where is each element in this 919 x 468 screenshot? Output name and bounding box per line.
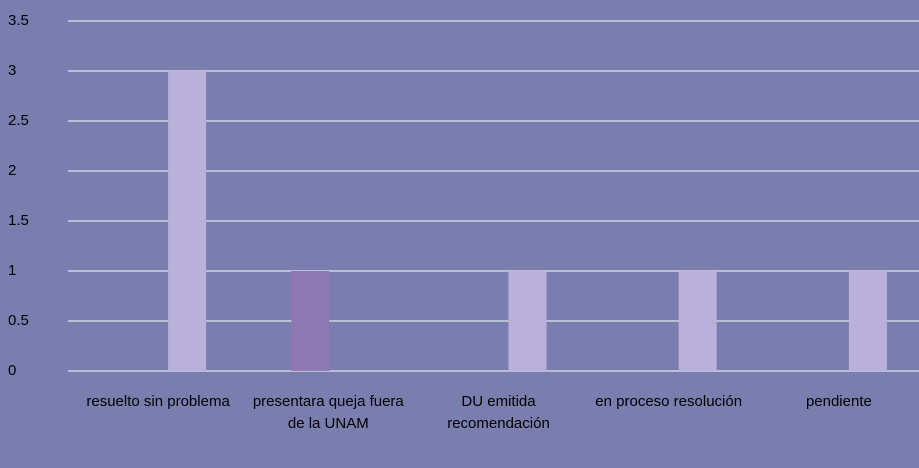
bar (848, 271, 887, 371)
x-tick-label: pendiente (805, 393, 872, 410)
x-tick-label: presentara queja fuera de la UNAM (252, 393, 404, 432)
y-tick-label: 3.5 (8, 12, 29, 29)
y-tick-label: 0 (8, 362, 16, 379)
y-tick-label: 1 (8, 262, 16, 279)
bar (168, 71, 207, 371)
y-tick-label: 2.5 (8, 112, 29, 129)
y-tick-label: 0.5 (8, 312, 29, 329)
bar (291, 271, 330, 371)
y-tick-label: 3 (8, 62, 16, 79)
x-tick-label: en proceso resolución (595, 393, 743, 410)
x-tick-label: resuelto sin problema (86, 393, 230, 410)
y-tick-label: 1.5 (8, 212, 29, 229)
bar (508, 271, 547, 371)
bar (678, 271, 717, 371)
x-tick-label: DU emitida recomendación (447, 393, 550, 432)
y-tick-label: 2 (8, 162, 16, 179)
